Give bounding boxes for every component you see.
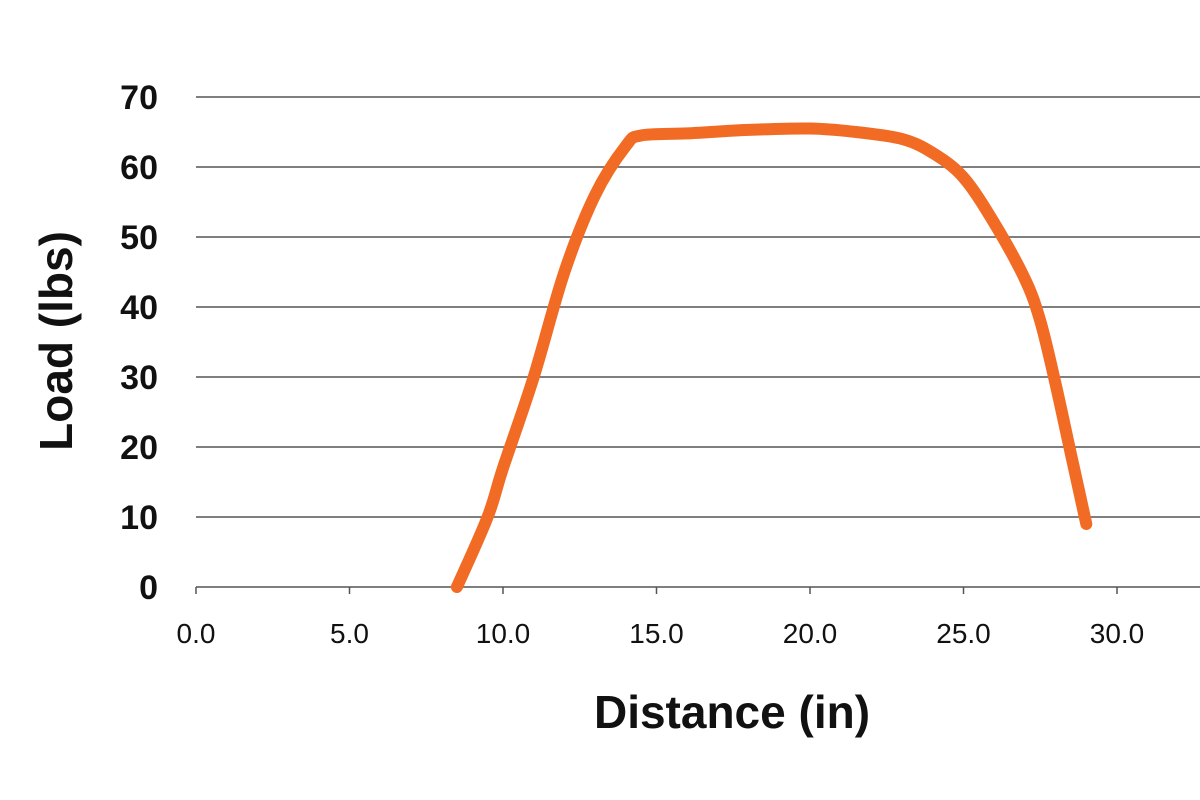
y-tick-label: 0 <box>139 569 158 607</box>
y-tick-label: 60 <box>120 149 158 187</box>
gridlines <box>196 96 1200 588</box>
y-tick-label: 50 <box>120 219 158 257</box>
y-axis-tick-labels: 0 10 20 30 40 50 60 70 <box>120 79 158 607</box>
series-layer <box>450 122 1093 593</box>
y-axis-title: Load (lbs) <box>30 231 82 451</box>
y-tick-label: 70 <box>120 79 158 117</box>
x-tick-label: 15.0 <box>629 618 684 649</box>
y-tick-label: 30 <box>120 359 158 397</box>
y-tick-label: 10 <box>120 499 158 537</box>
x-axis-title: Distance (in) <box>594 686 870 738</box>
x-tick-label: 30.0 <box>1090 618 1145 649</box>
x-tick-label: 0.0 <box>177 618 216 649</box>
x-tick-label: 5.0 <box>330 618 369 649</box>
y-tick-label: 20 <box>120 429 158 467</box>
load-series-line <box>450 122 1093 593</box>
x-tick-label: 20.0 <box>783 618 838 649</box>
x-tick-label: 25.0 <box>936 618 991 649</box>
x-tick-label: 10.0 <box>476 618 531 649</box>
y-tick-label: 40 <box>120 289 158 327</box>
x-axis-ticks: 0.0 5.0 10.0 15.0 20.0 25.0 30.0 <box>177 587 1145 649</box>
